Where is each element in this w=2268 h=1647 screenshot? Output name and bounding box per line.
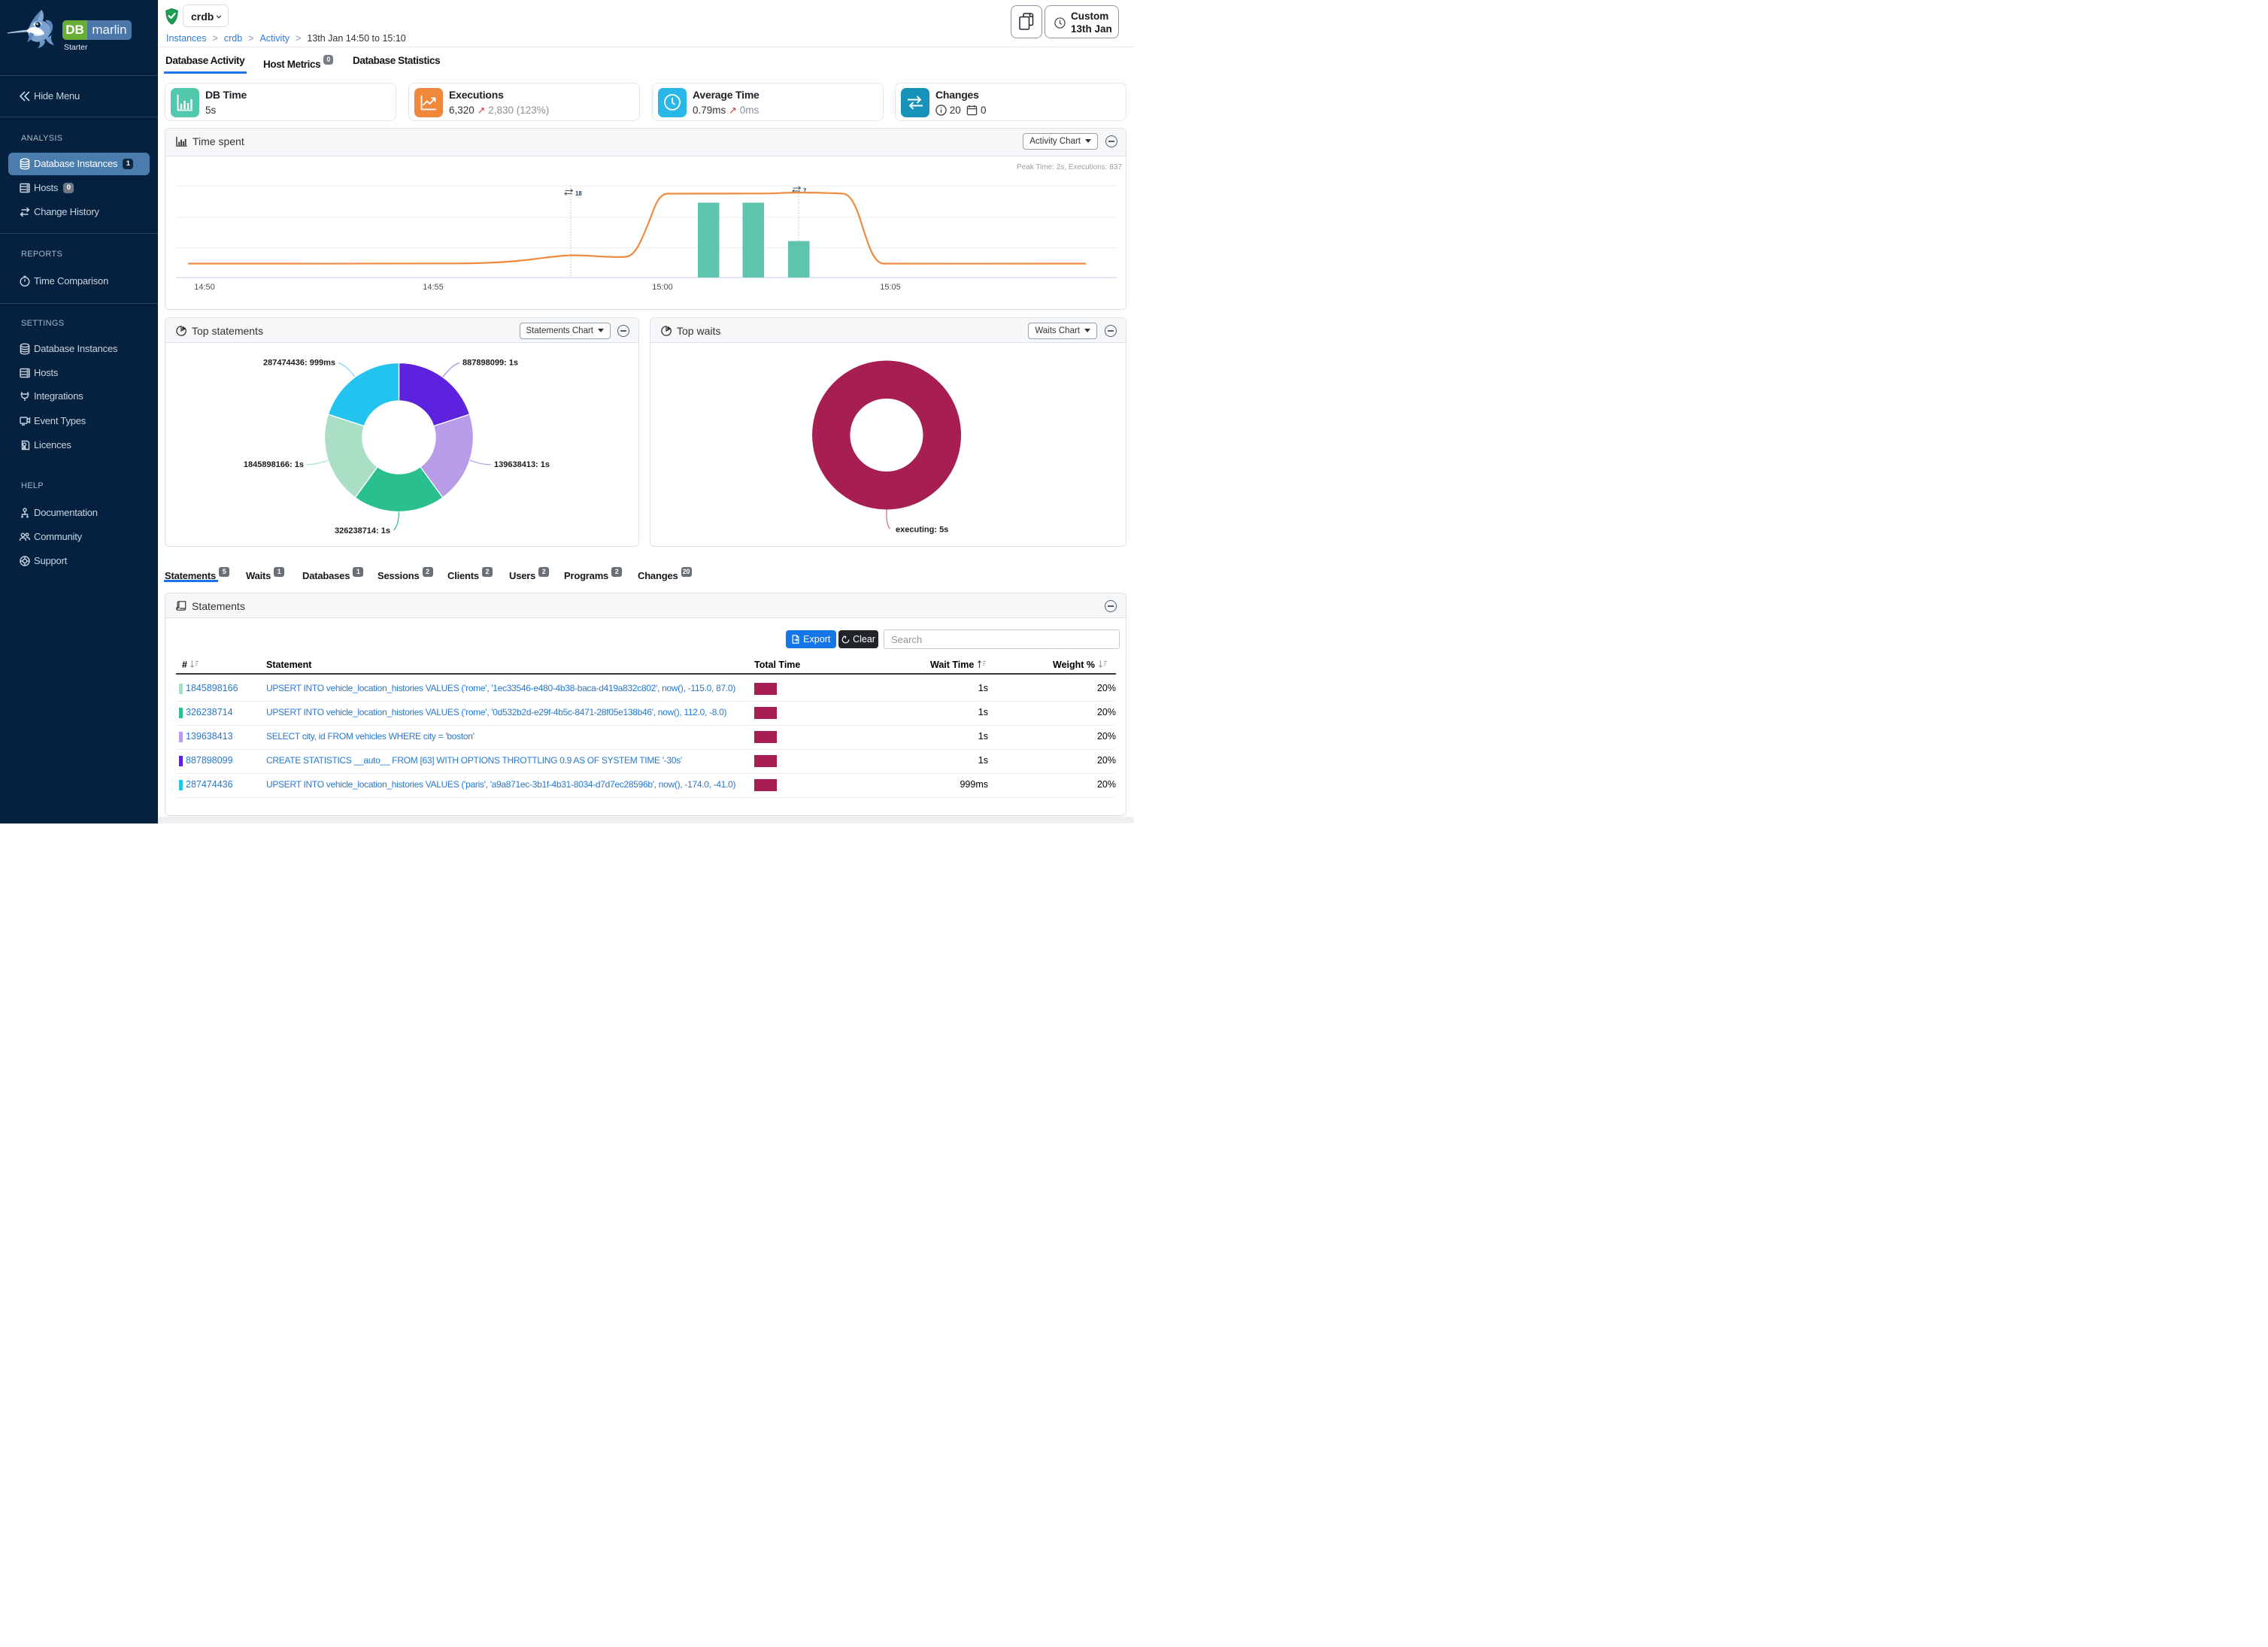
svg-text:15:00: 15:00 <box>652 283 673 292</box>
svg-text:139638413: 1s: 139638413: 1s <box>494 460 550 469</box>
svg-text:14:55: 14:55 <box>423 283 444 292</box>
svg-text:1845898166: 1s: 1845898166: 1s <box>244 460 304 469</box>
svg-text:executing: 5s: executing: 5s <box>896 526 948 535</box>
svg-text:887898099: 1s: 887898099: 1s <box>462 359 518 368</box>
svg-text:7: 7 <box>803 188 806 195</box>
svg-text:15:05: 15:05 <box>880 283 901 292</box>
svg-text:18: 18 <box>575 190 582 197</box>
svg-text:Peak Time: 2s, Executions: 837: Peak Time: 2s, Executions: 837 <box>1017 163 1123 171</box>
svg-text:14:50: 14:50 <box>194 283 215 292</box>
svg-text:287474436: 999ms: 287474436: 999ms <box>263 359 335 368</box>
svg-text:326238714: 1s: 326238714: 1s <box>335 526 390 535</box>
